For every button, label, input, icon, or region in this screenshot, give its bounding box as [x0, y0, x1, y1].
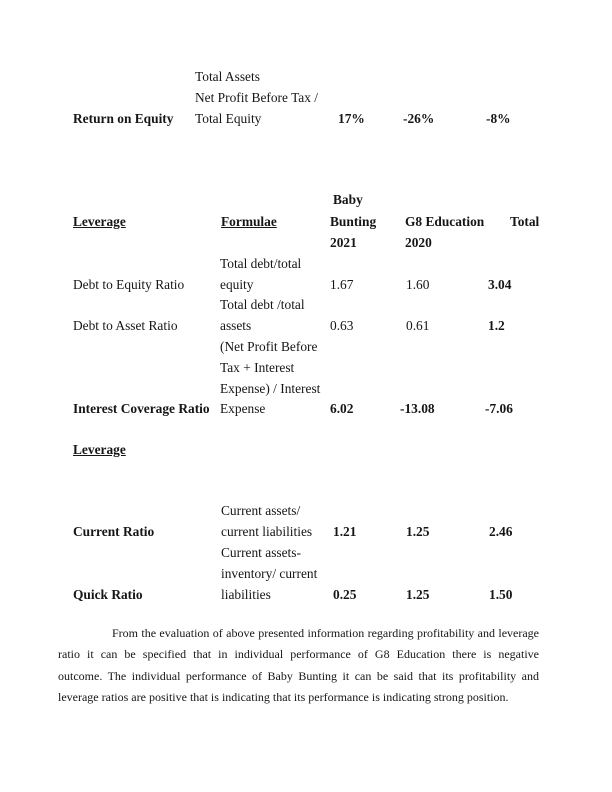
- cr-formula-line1: Current assets/: [221, 503, 301, 518]
- qr-formula-line3: liabilities: [221, 587, 271, 602]
- dte-formula-line1: Total debt/total: [220, 256, 302, 271]
- cr-value-g8-education: 1.25: [406, 524, 430, 539]
- dte-value-total: 3.04: [488, 277, 512, 292]
- conclusion-line-3: outcome. The individual performance of B…: [58, 668, 539, 683]
- cr-formula-line2: current liabilities: [221, 524, 313, 539]
- roe-value-baby-bunting: 17%: [338, 111, 365, 126]
- dta-formula-line2: assets: [220, 318, 252, 333]
- icr-value-total: -7.06: [485, 401, 513, 416]
- icr-formula-line2: Tax + Interest: [220, 360, 295, 375]
- qr-label: Quick Ratio: [73, 587, 143, 602]
- dte-formula-line2: equity: [220, 277, 254, 292]
- qr-formula-line2: inventory/ current: [221, 566, 318, 581]
- col-header-leverage: Leverage: [73, 214, 126, 229]
- icr-label: Interest Coverage Ratio: [73, 401, 210, 416]
- conclusion-line-2: ratio it can be specified that in indivi…: [58, 647, 539, 662]
- col-header-total: Total: [510, 214, 540, 229]
- roe-formula-line2: Total Equity: [195, 111, 262, 126]
- dta-value-total: 1.2: [488, 318, 505, 333]
- col-header-g8-line1: G8 Education: [405, 214, 485, 229]
- roe-value-total: -8%: [486, 111, 511, 126]
- icr-formula-line1: (Net Profit Before: [220, 339, 318, 354]
- cr-value-baby-bunting: 1.21: [333, 524, 357, 539]
- icr-value-baby-bunting: 6.02: [330, 401, 354, 416]
- dta-formula-line1: Total debt /total: [220, 297, 305, 312]
- col-header-formulae: Formulae: [221, 214, 277, 229]
- icr-formula-line3: Expense) / Interest: [220, 381, 321, 396]
- col-header-baby-line2: Bunting: [330, 214, 377, 229]
- qr-value-baby-bunting: 0.25: [333, 587, 357, 602]
- conclusion-line-4: leverage ratios are positive that is ind…: [58, 690, 509, 705]
- roa-formula-tail: Total Assets: [195, 69, 260, 84]
- roe-value-g8-education: -26%: [403, 111, 435, 126]
- icr-value-g8-education: -13.08: [400, 401, 435, 416]
- conclusion-paragraph: From the evaluation of above presented i…: [58, 623, 539, 709]
- liquidity-section-heading: Leverage: [73, 442, 126, 457]
- dta-label: Debt to Asset Ratio: [73, 318, 178, 333]
- roe-formula-line1: Net Profit Before Tax /: [195, 90, 319, 105]
- qr-formula-line1: Current assets-: [221, 545, 301, 560]
- qr-value-g8-education: 1.25: [406, 587, 430, 602]
- dte-value-g8-education: 1.60: [406, 277, 430, 292]
- dte-value-baby-bunting: 1.67: [330, 277, 354, 292]
- dte-label: Debt to Equity Ratio: [73, 277, 185, 292]
- col-header-g8-line2: 2020: [405, 235, 432, 250]
- conclusion-line-1: From the evaluation of above presented i…: [112, 626, 539, 640]
- col-header-baby-line3: 2021: [330, 235, 357, 250]
- col-header-baby-line1: Baby: [333, 192, 363, 207]
- dta-value-g8-education: 0.61: [406, 318, 430, 333]
- qr-value-total: 1.50: [489, 587, 513, 602]
- roe-label: Return on Equity: [73, 111, 174, 126]
- icr-formula-line4: Expense: [220, 401, 266, 416]
- dta-value-baby-bunting: 0.63: [330, 318, 354, 333]
- cr-label: Current Ratio: [73, 524, 155, 539]
- cr-value-total: 2.46: [489, 524, 513, 539]
